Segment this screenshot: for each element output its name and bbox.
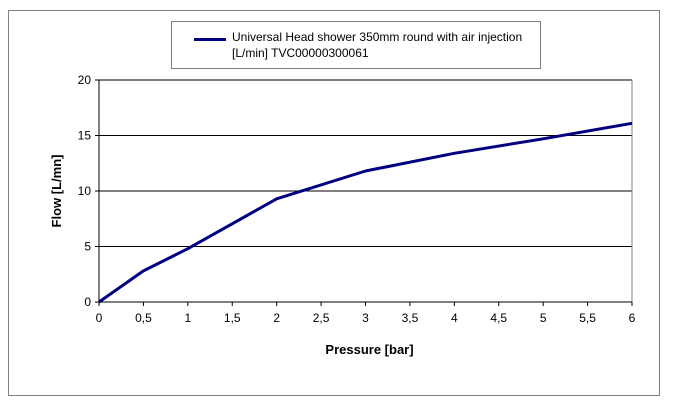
series-line xyxy=(98,121,633,304)
x-axis-title: Pressure [bar] xyxy=(325,342,413,357)
y-tick-label: 15 xyxy=(78,129,92,143)
legend-label: Universal Head shower 350mm round with a… xyxy=(232,30,523,60)
x-tick-label: 2 xyxy=(273,311,280,325)
x-tick-label: 4,5 xyxy=(490,311,507,325)
y-tick-label: 5 xyxy=(84,240,91,254)
x-tick-label: 0 xyxy=(96,311,103,325)
y-tick-label: 10 xyxy=(78,184,92,198)
x-tick-label: 1,5 xyxy=(224,311,241,325)
x-tick-label: 6 xyxy=(629,311,636,325)
x-tick-label: 0,5 xyxy=(135,311,152,325)
y-tick-label: 20 xyxy=(78,73,92,87)
x-tick-label: 5 xyxy=(540,311,547,325)
x-tick-label: 1 xyxy=(184,311,191,325)
x-tick-label: 4 xyxy=(451,311,458,325)
y-tick-label: 0 xyxy=(84,295,91,309)
chart-frame xyxy=(8,10,660,396)
x-tick-label: 3,5 xyxy=(402,311,419,325)
x-tick-label: 5,5 xyxy=(579,311,596,325)
legend: Universal Head shower 350mm round with a… xyxy=(171,21,541,69)
legend-swatch xyxy=(194,38,226,41)
y-axis-title: Flow [L/mn] xyxy=(49,155,64,228)
x-tick-label: 3 xyxy=(362,311,369,325)
x-tick-label: 2,5 xyxy=(313,311,330,325)
